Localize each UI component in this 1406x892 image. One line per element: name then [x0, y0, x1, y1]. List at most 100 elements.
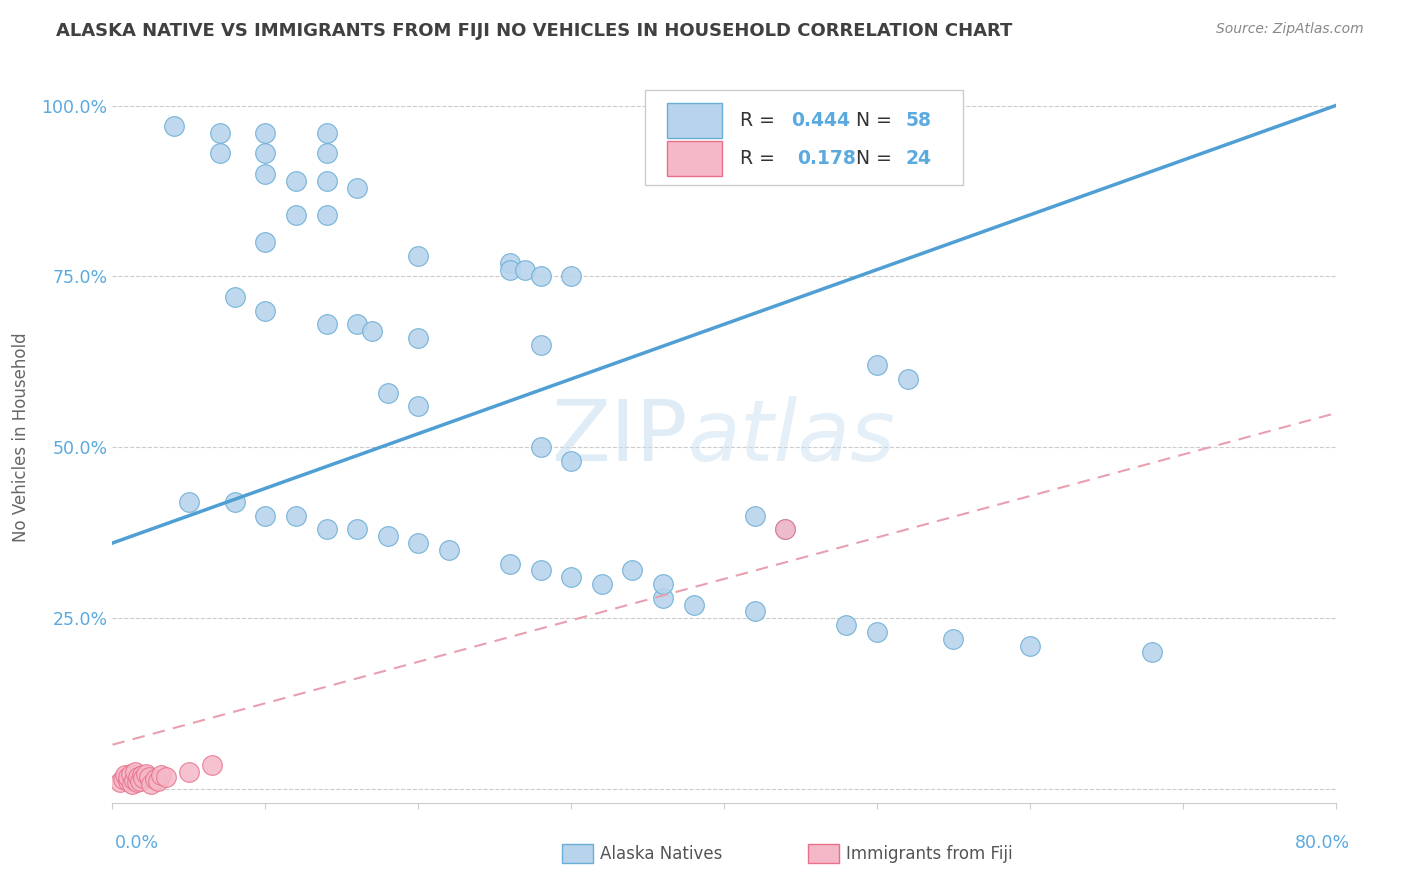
Point — [163, 119, 186, 133]
Point — [530, 440, 553, 454]
Text: atlas: atlas — [688, 395, 896, 479]
Point — [121, 777, 143, 791]
Point — [284, 174, 308, 188]
Point — [177, 765, 200, 780]
Text: 0.444: 0.444 — [792, 111, 851, 129]
Point — [284, 508, 308, 523]
Point — [560, 269, 582, 284]
Point — [1142, 645, 1164, 659]
Point — [377, 529, 399, 543]
Point — [254, 303, 277, 318]
Point — [132, 771, 155, 785]
Text: Alaska Natives: Alaska Natives — [600, 845, 723, 863]
Point — [377, 385, 399, 400]
Point — [744, 508, 766, 523]
Y-axis label: No Vehicles in Household: No Vehicles in Household — [13, 332, 31, 542]
Point — [208, 126, 231, 140]
Point — [150, 768, 173, 782]
Point — [155, 770, 177, 784]
Point — [437, 542, 460, 557]
Point — [560, 454, 582, 468]
Point — [148, 773, 170, 788]
Point — [108, 775, 131, 789]
Point — [530, 563, 553, 577]
Point — [515, 262, 537, 277]
Text: 0.178: 0.178 — [797, 149, 856, 168]
Point — [775, 522, 797, 536]
Point — [254, 235, 277, 250]
Point — [138, 770, 160, 784]
Point — [346, 318, 368, 332]
Point — [112, 772, 135, 786]
Point — [127, 770, 149, 784]
Point — [125, 775, 148, 789]
Point — [866, 359, 889, 373]
Point — [652, 577, 675, 591]
Point — [775, 522, 797, 536]
Text: N =: N = — [856, 149, 898, 168]
Point — [315, 174, 337, 188]
Point — [942, 632, 965, 646]
Point — [224, 495, 246, 509]
Point — [897, 372, 920, 386]
Point — [254, 508, 277, 523]
Point — [621, 563, 644, 577]
Point — [530, 338, 553, 352]
Point — [254, 146, 277, 161]
Point — [122, 772, 145, 787]
Text: R =: R = — [740, 149, 787, 168]
Text: 24: 24 — [905, 149, 931, 168]
Point — [835, 618, 858, 632]
Point — [129, 773, 152, 788]
Point — [408, 536, 430, 550]
Text: ZIP: ZIP — [551, 395, 688, 479]
Point — [346, 180, 368, 194]
Point — [177, 495, 200, 509]
Text: N =: N = — [856, 111, 898, 129]
Point — [744, 604, 766, 618]
Point — [499, 262, 522, 277]
Point — [315, 318, 337, 332]
Point — [131, 768, 153, 782]
FancyBboxPatch shape — [644, 90, 963, 185]
Point — [499, 557, 522, 571]
Text: 80.0%: 80.0% — [1295, 834, 1350, 852]
Text: 0.0%: 0.0% — [115, 834, 159, 852]
Point — [135, 767, 157, 781]
Point — [408, 400, 430, 414]
Point — [315, 522, 337, 536]
Point — [591, 577, 613, 591]
Point — [224, 290, 246, 304]
Point — [143, 772, 166, 786]
Text: Immigrants from Fiji: Immigrants from Fiji — [846, 845, 1014, 863]
Point — [315, 126, 337, 140]
Point — [560, 570, 582, 584]
Point — [315, 146, 337, 161]
Text: R =: R = — [740, 111, 780, 129]
Point — [408, 249, 430, 263]
Point — [120, 767, 142, 781]
Point — [117, 770, 139, 784]
Text: Source: ZipAtlas.com: Source: ZipAtlas.com — [1216, 22, 1364, 37]
Point — [315, 208, 337, 222]
Point — [682, 598, 704, 612]
Point — [254, 126, 277, 140]
Point — [124, 765, 146, 780]
Text: ALASKA NATIVE VS IMMIGRANTS FROM FIJI NO VEHICLES IN HOUSEHOLD CORRELATION CHART: ALASKA NATIVE VS IMMIGRANTS FROM FIJI NO… — [56, 22, 1012, 40]
Bar — [666, 141, 721, 176]
Text: 58: 58 — [905, 111, 931, 129]
Point — [114, 768, 136, 782]
Point — [346, 522, 368, 536]
Point — [139, 777, 162, 791]
Point — [361, 324, 384, 338]
Point — [652, 591, 675, 605]
Point — [254, 167, 277, 181]
Point — [284, 208, 308, 222]
Point — [117, 773, 139, 788]
Point — [866, 624, 889, 639]
Point — [499, 256, 522, 270]
Point — [408, 331, 430, 345]
Point — [208, 146, 231, 161]
Point — [530, 269, 553, 284]
Point — [1018, 639, 1040, 653]
